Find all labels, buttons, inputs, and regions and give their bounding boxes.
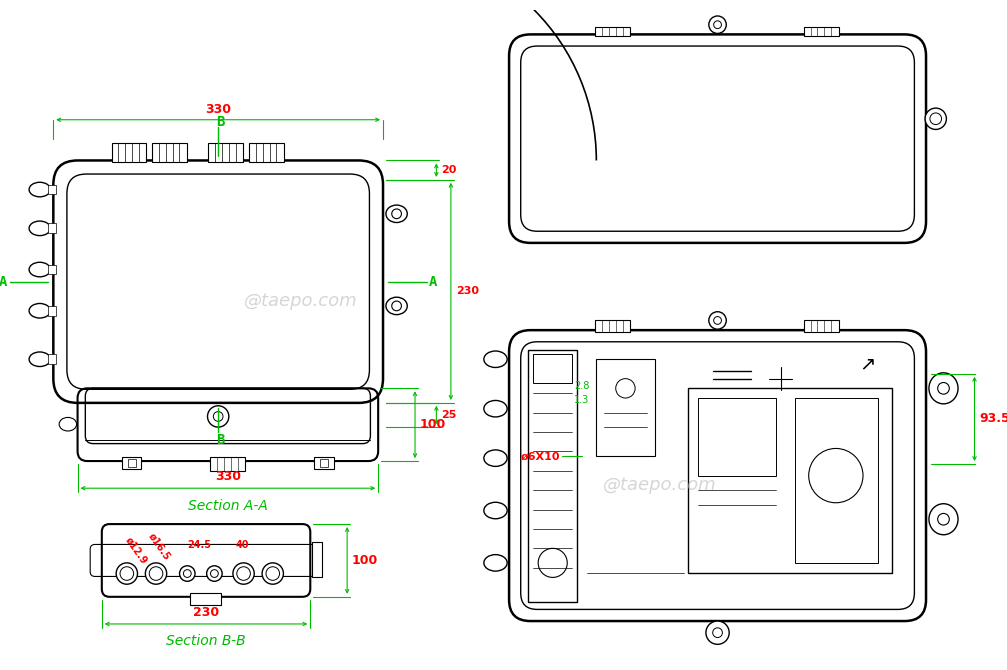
Circle shape [538, 548, 567, 578]
Circle shape [210, 570, 219, 578]
Circle shape [714, 21, 721, 29]
Ellipse shape [484, 401, 508, 417]
Bar [595, 27, 630, 36]
Bar [804, 27, 839, 36]
Circle shape [213, 411, 223, 421]
Ellipse shape [484, 450, 508, 466]
Circle shape [237, 567, 251, 580]
Text: 230: 230 [456, 286, 478, 296]
Circle shape [266, 567, 280, 580]
Bar [534, 354, 572, 383]
Text: 330: 330 [205, 103, 232, 116]
Circle shape [392, 209, 402, 218]
Text: 24.5: 24.5 [187, 540, 211, 550]
Ellipse shape [925, 108, 947, 129]
Ellipse shape [484, 555, 508, 571]
Bar [689, 389, 892, 573]
Text: 330: 330 [214, 470, 241, 483]
Ellipse shape [386, 297, 407, 315]
Circle shape [938, 383, 950, 394]
Text: Section B-B: Section B-B [166, 634, 246, 649]
Text: 100: 100 [420, 418, 446, 431]
Text: ø6X10: ø6X10 [521, 451, 561, 461]
Ellipse shape [29, 352, 50, 366]
Ellipse shape [59, 417, 77, 431]
Bar [112, 143, 146, 162]
Circle shape [179, 565, 195, 582]
Circle shape [714, 317, 721, 324]
Text: A: A [0, 275, 7, 289]
Bar [152, 143, 187, 162]
Circle shape [709, 312, 726, 329]
Text: ø12.9: ø12.9 [123, 535, 149, 566]
Text: 230: 230 [193, 606, 220, 619]
Ellipse shape [29, 221, 50, 236]
Ellipse shape [928, 373, 958, 404]
Circle shape [809, 448, 863, 502]
Text: 20: 20 [441, 165, 456, 175]
Bar [804, 320, 839, 332]
Circle shape [116, 563, 138, 584]
Text: 100: 100 [352, 554, 379, 567]
Bar [190, 593, 222, 604]
Circle shape [713, 628, 722, 638]
Bar [314, 457, 333, 469]
Text: ↗: ↗ [860, 354, 876, 374]
Bar [796, 398, 877, 563]
Bar [48, 224, 56, 233]
Bar [128, 459, 136, 467]
Bar [48, 185, 56, 194]
Circle shape [392, 301, 402, 311]
Bar [48, 306, 56, 316]
Circle shape [929, 113, 942, 125]
Ellipse shape [928, 504, 958, 535]
Bar [208, 143, 244, 162]
Circle shape [120, 567, 134, 580]
Text: Section A-A: Section A-A [188, 498, 268, 513]
Circle shape [615, 379, 635, 398]
Ellipse shape [29, 182, 50, 197]
Text: B: B [215, 115, 225, 129]
Text: @taepo.com: @taepo.com [602, 476, 716, 494]
Text: B: B [215, 433, 225, 447]
Circle shape [207, 406, 229, 427]
Bar [320, 459, 328, 467]
Text: 25: 25 [441, 409, 456, 419]
Bar [595, 320, 630, 332]
Circle shape [709, 16, 726, 34]
Bar [210, 457, 246, 471]
Circle shape [145, 563, 167, 584]
Bar [312, 541, 322, 578]
Text: ø16.5: ø16.5 [146, 531, 172, 562]
Ellipse shape [484, 351, 508, 367]
Circle shape [233, 563, 254, 584]
Bar [596, 359, 655, 456]
Bar [698, 398, 775, 476]
Circle shape [183, 570, 191, 578]
Ellipse shape [29, 262, 50, 277]
Text: A: A [429, 275, 438, 289]
Circle shape [206, 565, 223, 582]
Text: 93.5: 93.5 [980, 412, 1007, 425]
Bar [48, 265, 56, 275]
Bar [249, 143, 284, 162]
Circle shape [262, 563, 283, 584]
Bar [122, 457, 141, 469]
Ellipse shape [386, 205, 407, 222]
Circle shape [149, 567, 163, 580]
Ellipse shape [29, 304, 50, 318]
Ellipse shape [484, 502, 508, 519]
Bar [529, 350, 577, 602]
Circle shape [938, 513, 950, 525]
Text: @taepo.com: @taepo.com [244, 292, 357, 310]
Text: 2.8: 2.8 [574, 381, 589, 391]
Text: 40: 40 [236, 540, 249, 550]
Text: 1.3: 1.3 [574, 395, 589, 405]
Bar [48, 354, 56, 364]
Circle shape [706, 621, 729, 645]
